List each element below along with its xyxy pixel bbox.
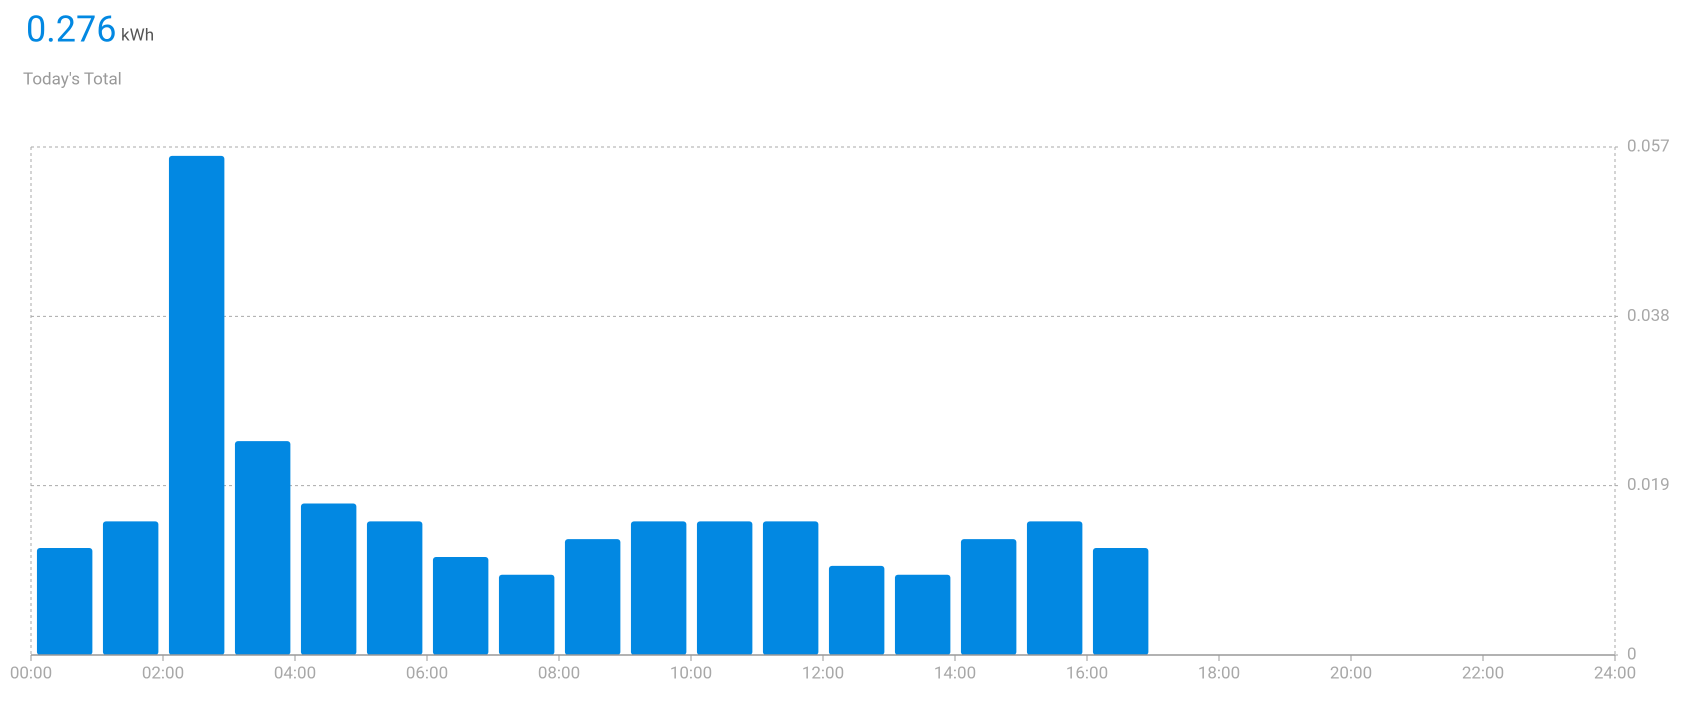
x-tick-label: 06:00 xyxy=(406,663,448,683)
subtitle: Today's Total xyxy=(23,69,122,89)
x-tick-label: 00:00 xyxy=(10,663,52,683)
bar xyxy=(300,503,357,655)
x-tick-label: 14:00 xyxy=(934,663,976,683)
x-tick-label: 16:00 xyxy=(1066,663,1108,683)
x-tick-label: 12:00 xyxy=(802,663,844,683)
bar xyxy=(432,556,489,655)
bar xyxy=(828,565,885,655)
x-tick-label: 18:00 xyxy=(1198,663,1240,683)
x-tick-label: 10:00 xyxy=(670,663,712,683)
bar xyxy=(696,521,753,655)
bar xyxy=(762,521,819,655)
y-tick-label: 0.038 xyxy=(1627,306,1670,326)
bar xyxy=(36,548,93,655)
x-tick-label: 04:00 xyxy=(274,663,316,683)
bar xyxy=(894,574,951,655)
x-tick-label: 20:00 xyxy=(1330,663,1372,683)
bar xyxy=(168,155,225,655)
bar xyxy=(498,574,555,655)
y-tick-label: 0.019 xyxy=(1627,475,1670,495)
bar xyxy=(630,521,687,655)
total-value: 0.276 xyxy=(26,9,116,51)
bar xyxy=(1026,521,1083,655)
y-tick-label: 0 xyxy=(1627,644,1637,664)
x-tick-label: 02:00 xyxy=(142,663,184,683)
x-tick-label: 22:00 xyxy=(1462,663,1504,683)
bar xyxy=(366,521,423,655)
bar xyxy=(1092,548,1149,655)
bar xyxy=(102,521,159,655)
bar xyxy=(234,441,291,655)
x-tick-label: 08:00 xyxy=(538,663,580,683)
y-tick-label: 0.057 xyxy=(1627,136,1670,156)
bar xyxy=(960,539,1017,655)
x-tick-label: 24:00 xyxy=(1594,663,1636,683)
bar xyxy=(564,539,621,655)
total-unit: kWh xyxy=(121,25,154,45)
